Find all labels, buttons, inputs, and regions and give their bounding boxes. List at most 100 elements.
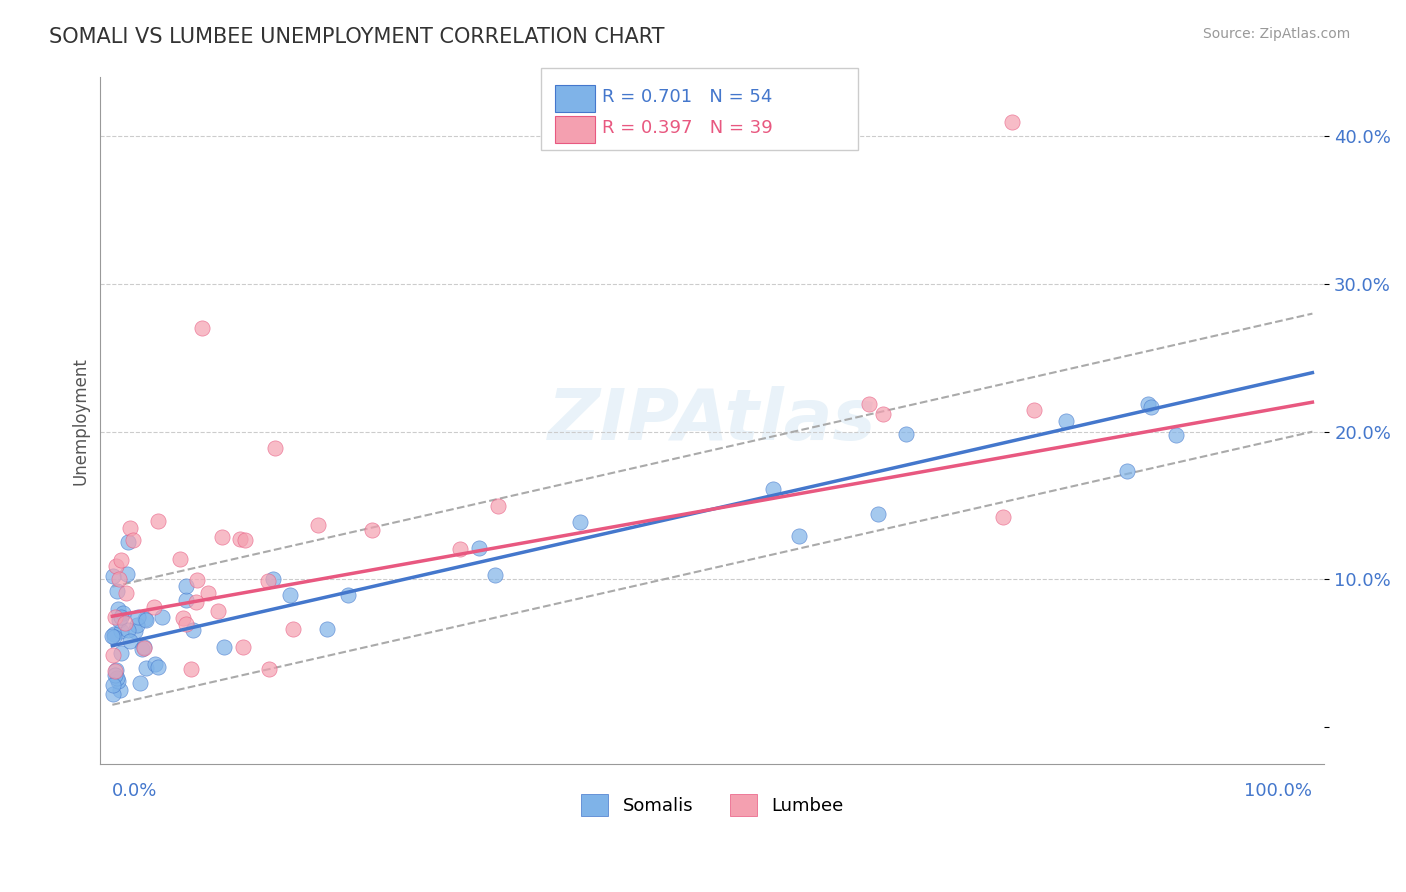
Point [894, 426, 917, 441]
Point [101, 568, 124, 582]
Text: 100.0%: 100.0% [1244, 781, 1312, 799]
Y-axis label: Unemployment: Unemployment [72, 357, 89, 484]
Point [872, 407, 894, 421]
Point [190, 321, 212, 335]
Point [105, 663, 128, 677]
Text: R = 0.701   N = 54: R = 0.701 N = 54 [602, 88, 772, 106]
Point [1116, 464, 1139, 478]
Point [278, 588, 301, 602]
Point [135, 613, 157, 627]
Point [107, 602, 129, 616]
Point [468, 541, 491, 555]
Point [361, 524, 384, 538]
Point [1140, 401, 1163, 415]
Point [146, 660, 169, 674]
Point [1054, 414, 1077, 428]
Point [1001, 114, 1024, 128]
Point [127, 609, 149, 624]
Point [174, 593, 197, 607]
Point [108, 572, 131, 586]
Point [197, 585, 219, 599]
Point [174, 616, 197, 631]
Point [257, 662, 280, 676]
Point [337, 588, 360, 602]
Point [101, 648, 124, 663]
Point [232, 640, 254, 655]
Point [107, 613, 129, 627]
Point [143, 657, 166, 671]
Point [105, 671, 128, 685]
Point [124, 624, 146, 639]
Point [104, 610, 127, 624]
Point [118, 634, 141, 648]
Point [316, 623, 339, 637]
Point [1024, 403, 1046, 417]
Point [103, 627, 125, 641]
Text: Source: ZipAtlas.com: Source: ZipAtlas.com [1202, 27, 1350, 41]
Point [858, 397, 880, 411]
Point [143, 600, 166, 615]
Point [169, 551, 191, 566]
Point [134, 612, 156, 626]
Point [174, 579, 197, 593]
Point [103, 678, 125, 692]
Point [110, 610, 132, 624]
Point [131, 641, 153, 656]
Point [110, 682, 132, 697]
Point [150, 610, 173, 624]
Point [110, 553, 132, 567]
Point [1136, 397, 1159, 411]
Point [172, 611, 194, 625]
Point [103, 630, 125, 644]
Point [787, 528, 810, 542]
Point [104, 559, 127, 574]
Point [132, 640, 155, 654]
Point [233, 533, 256, 547]
Point [569, 515, 592, 529]
Point [104, 664, 127, 678]
Point [180, 662, 202, 676]
Text: 0.0%: 0.0% [112, 781, 157, 799]
Point [110, 624, 132, 638]
Point [111, 606, 134, 620]
Legend: Somalis, Lumbee: Somalis, Lumbee [574, 787, 851, 823]
Point [107, 673, 129, 688]
Point [484, 568, 506, 582]
Point [104, 668, 127, 682]
Point [132, 640, 155, 655]
Point [120, 521, 142, 535]
Point [762, 482, 785, 496]
Point [122, 533, 145, 547]
Point [449, 542, 471, 557]
Point [281, 622, 304, 636]
Point [1164, 428, 1187, 442]
Point [184, 595, 207, 609]
Point [181, 624, 204, 638]
Point [114, 586, 136, 600]
Point [114, 615, 136, 630]
Point [307, 518, 329, 533]
Point [101, 628, 124, 642]
Point [256, 574, 278, 588]
Point [117, 534, 139, 549]
Point [103, 687, 125, 701]
Point [262, 572, 284, 586]
Point [991, 510, 1014, 524]
Point [207, 604, 229, 618]
Point [211, 530, 233, 544]
Point [486, 499, 509, 513]
Point [212, 640, 235, 654]
Point [115, 566, 138, 581]
Point [117, 623, 139, 637]
Point [186, 573, 208, 587]
Point [146, 515, 169, 529]
Text: ZIPAtlas: ZIPAtlas [548, 386, 876, 455]
Point [125, 618, 148, 632]
Point [264, 441, 287, 455]
Point [135, 661, 157, 675]
Point [229, 533, 252, 547]
Point [129, 676, 152, 690]
Point [868, 507, 890, 521]
Text: R = 0.397   N = 39: R = 0.397 N = 39 [602, 120, 772, 137]
Text: SOMALI VS LUMBEE UNEMPLOYMENT CORRELATION CHART: SOMALI VS LUMBEE UNEMPLOYMENT CORRELATIO… [49, 27, 665, 46]
